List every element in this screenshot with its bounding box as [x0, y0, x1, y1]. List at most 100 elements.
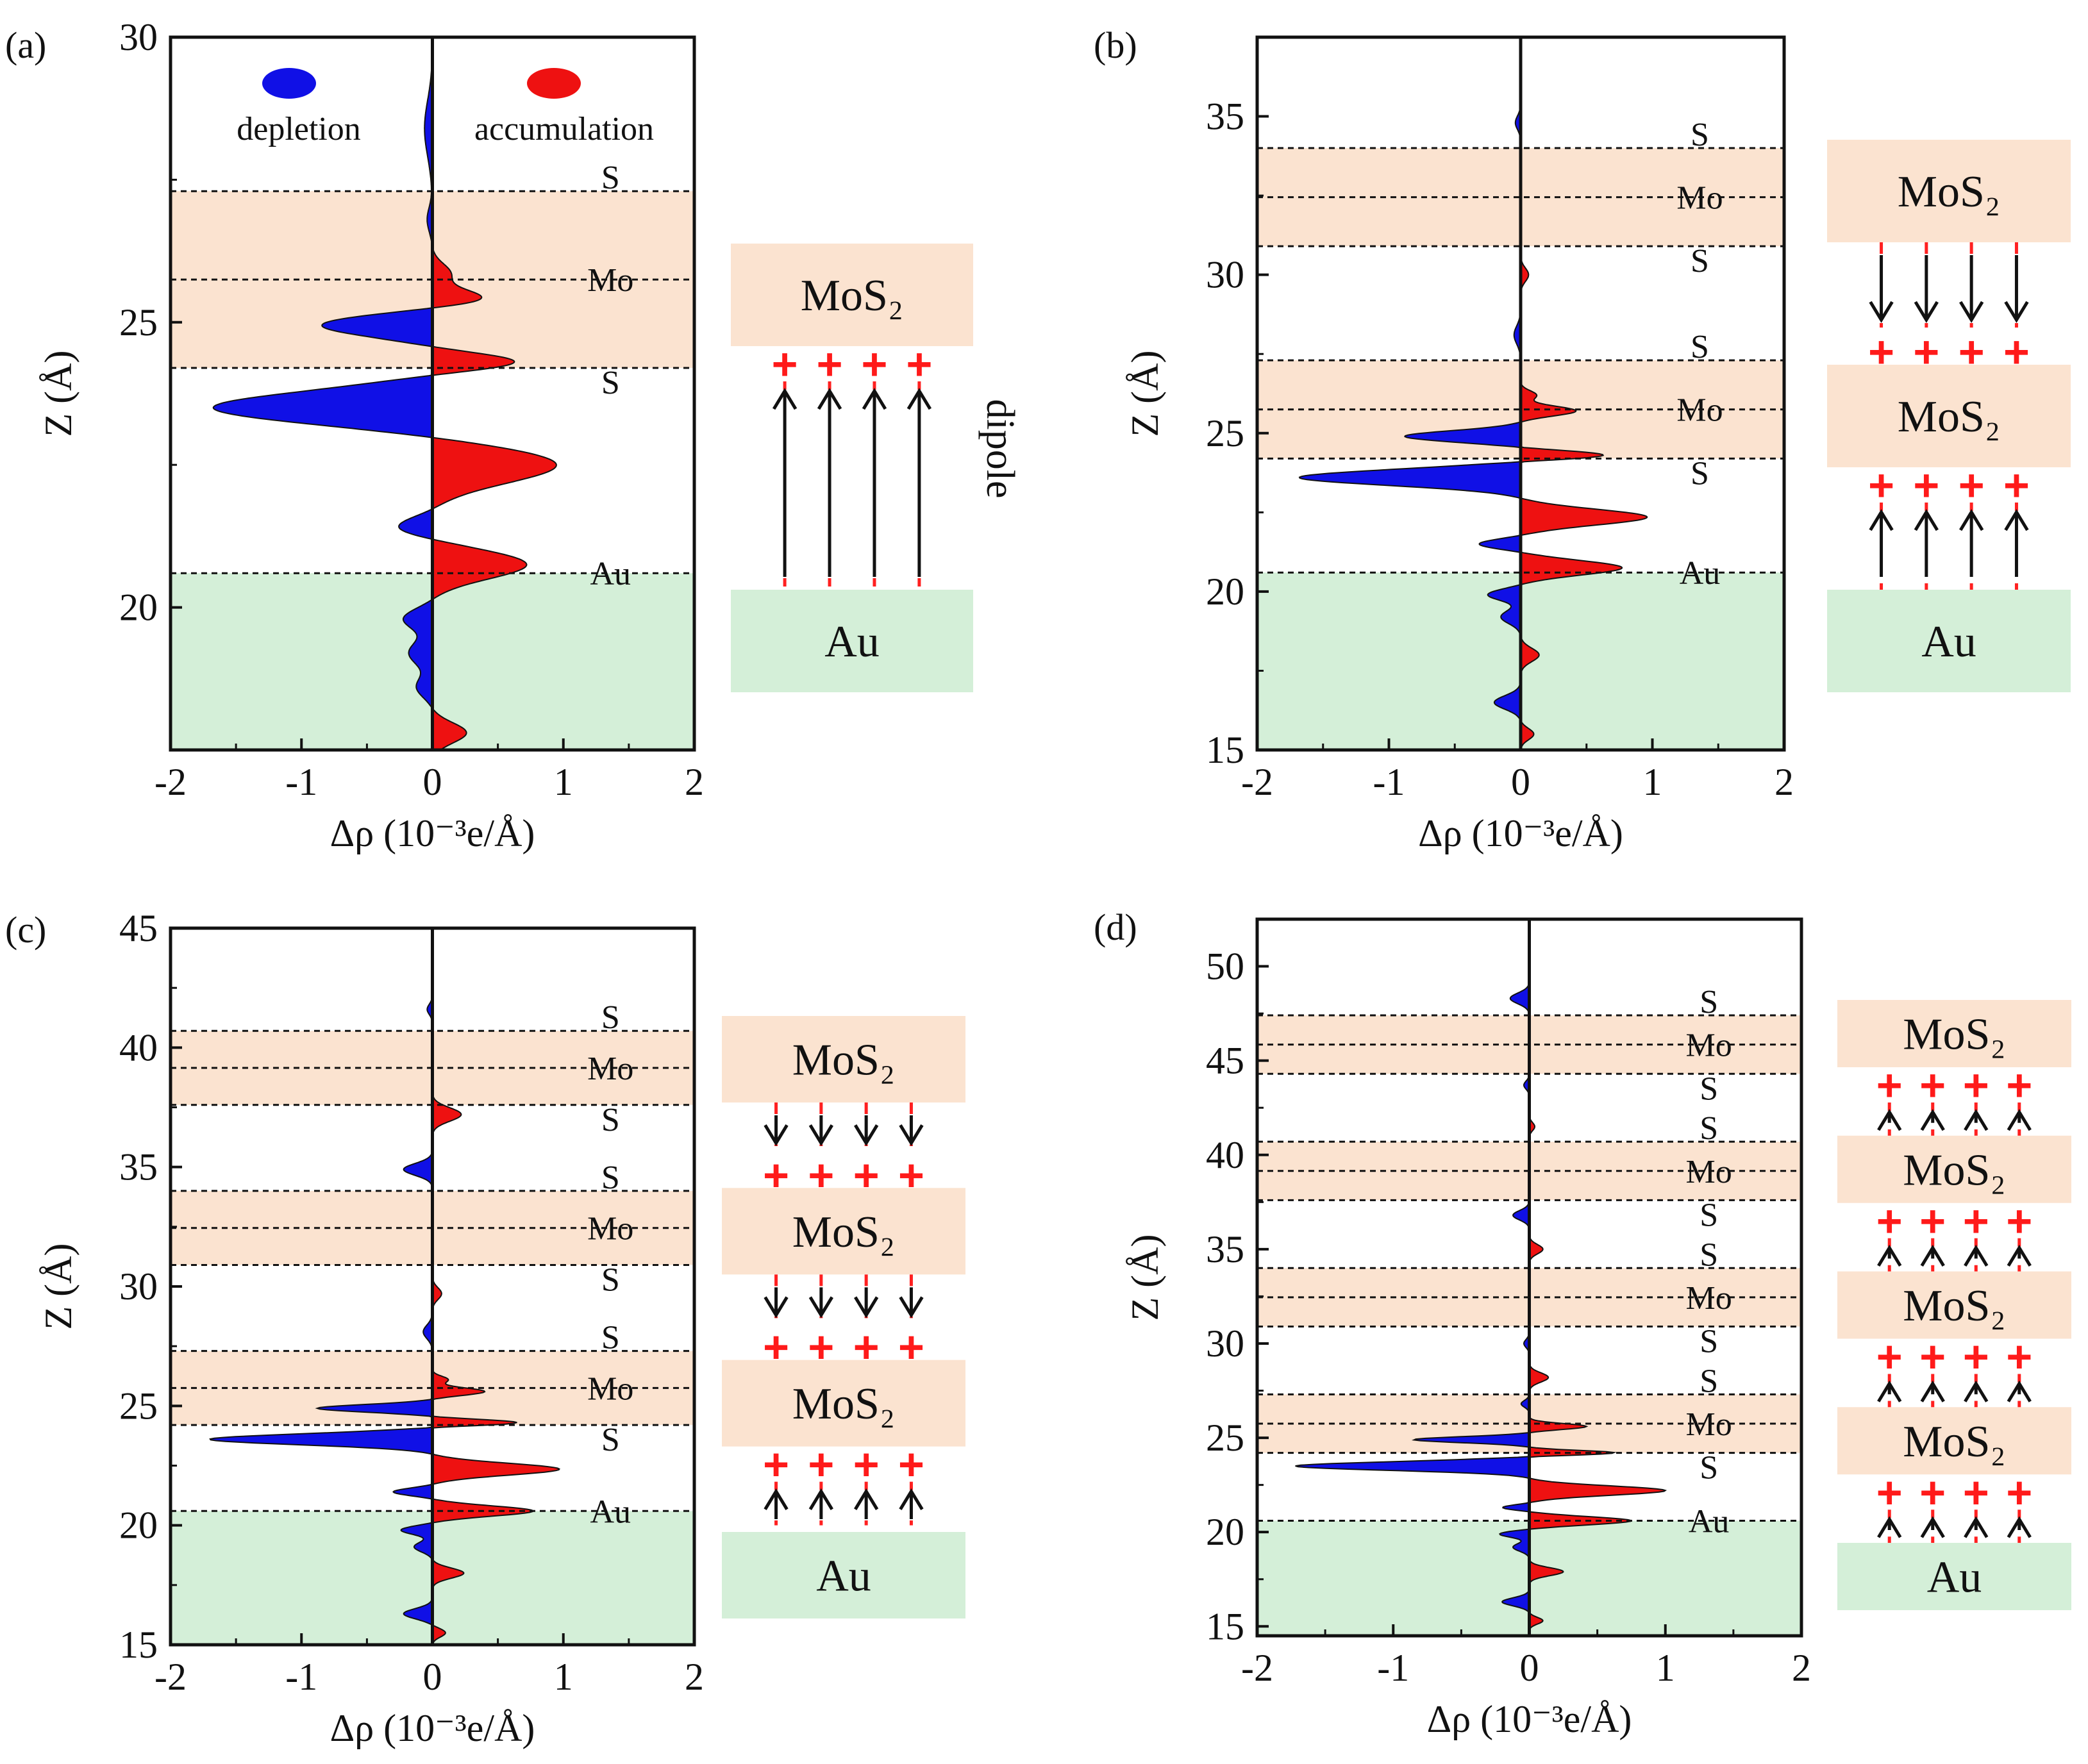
x-tick-label: 0 [423, 1656, 442, 1698]
y-tick-label: 30 [119, 16, 158, 58]
positive-charge: + [1876, 1467, 1903, 1517]
au-box-label: Au [1921, 617, 1976, 667]
positive-charge: + [898, 1322, 924, 1372]
mos2-box-label: MoS₂ [792, 1208, 896, 1257]
y-tick-label: 40 [119, 1026, 158, 1069]
positive-charge: + [2006, 1060, 2032, 1110]
atom-label-s: S [1700, 1070, 1718, 1107]
positive-charge: + [1963, 1196, 1989, 1246]
arrow-up-icon [817, 388, 842, 410]
y-axis-label: Z (Å) [1124, 1235, 1166, 1321]
legend-depletion-swatch [262, 68, 316, 99]
y-tick-label: 15 [1206, 729, 1244, 771]
dipole-label: dipole [978, 399, 1022, 499]
au-box [1837, 1543, 2071, 1610]
x-tick-label: 2 [685, 761, 704, 803]
arrow-up-icon [1959, 509, 1984, 531]
y-tick-label: 20 [119, 1504, 158, 1547]
x-tick-label: -2 [1241, 761, 1273, 803]
positive-charge: + [1959, 327, 1985, 377]
atom-label-s: S [601, 999, 620, 1036]
positive-charge: + [2006, 1332, 2032, 1382]
mos2-box [722, 1188, 965, 1275]
panel-b: S Mo S S Mo S Au -2 -1 0 1 2 15 20 25 30 35 Δρ (10⁻³e/Å) Z… [1094, 24, 2071, 854]
x-tick-label: 1 [1643, 761, 1662, 803]
atom-label-au: Au [1689, 1504, 1730, 1540]
arrow-up-icon [2007, 1109, 2032, 1131]
y-tick-label: 35 [1206, 96, 1244, 138]
atom-label-au: Au [590, 1494, 631, 1530]
arrow-up-icon [772, 388, 798, 410]
arrow-up-icon [1920, 1109, 1945, 1131]
positive-charge: + [1963, 1332, 1989, 1382]
positive-charge: + [763, 1440, 789, 1490]
arrow-up-icon [764, 1488, 789, 1510]
schematic: MoS₂ MoS₂ Au + + + + + + + + [1827, 140, 2071, 692]
au-box-label: Au [816, 1552, 871, 1601]
positive-charge: + [853, 1322, 880, 1372]
arrow-up-icon [1877, 1109, 1902, 1131]
arrow-down-icon [764, 1296, 789, 1319]
panel-a: S Mo S Au -2 -1 0 1 2 20 25 30 Δρ (10⁻³e/Å) Z (Å) (a) d… [5, 16, 1022, 854]
mos2-box-label: MoS₂ [1903, 1417, 2006, 1467]
y-axis-label: Z (Å) [37, 351, 79, 437]
arrow-up-icon [1964, 1380, 1989, 1402]
atom-label-au: Au [590, 556, 631, 592]
y-tick-label: 35 [119, 1146, 158, 1188]
atom-label-s: S [1700, 984, 1718, 1020]
atom-label-s: S [601, 1102, 620, 1138]
positive-charge: + [2006, 1196, 2032, 1246]
mos2-box-label: MoS₂ [1898, 167, 2001, 217]
positive-charge: + [1868, 460, 1894, 510]
mos2-box [722, 1016, 965, 1102]
arrow-up-icon [1877, 1380, 1902, 1402]
x-axis-label: Δρ (10⁻³e/Å) [330, 1707, 535, 1749]
x-tick-label: -1 [285, 1656, 317, 1698]
atom-label-s: S [601, 1320, 620, 1356]
panel-label: (c) [5, 909, 46, 951]
schematic: MoS₂ Au + + + + dipole [731, 244, 1022, 692]
arrow-up-icon [862, 388, 887, 410]
y-tick-label: 35 [1206, 1228, 1244, 1270]
mos2-box-label: MoS₂ [1903, 1145, 2006, 1195]
x-axis-label: Δρ (10⁻³e/Å) [1418, 812, 1623, 854]
arrow-up-icon [1877, 1244, 1902, 1267]
schematic: MoS₂ MoS₂ MoS₂ MoS₂ Au + + + + + + + + + + + + + + + + [1837, 1000, 2071, 1610]
y-tick-label: 25 [1206, 1417, 1244, 1459]
arrow-down-icon [1914, 301, 1939, 323]
positive-charge: + [1963, 1060, 1989, 1110]
atom-label-s: S [1691, 243, 1709, 279]
x-tick-label: -1 [285, 761, 317, 803]
mos2-box [1827, 140, 2071, 242]
y-tick-label: 15 [119, 1624, 158, 1666]
atom-label-s: S [1691, 329, 1709, 365]
y-tick-label: 50 [1206, 945, 1244, 988]
arrow-down-icon [808, 1124, 833, 1147]
arrow-up-icon [906, 388, 932, 410]
positive-charge: + [1913, 460, 1939, 510]
y-tick-label: 30 [1206, 1322, 1244, 1365]
x-tick-label: -1 [1377, 1647, 1409, 1689]
positive-charge: + [1919, 1060, 1946, 1110]
positive-charge: + [2006, 1467, 2032, 1517]
y-tick-label: 20 [1206, 1511, 1244, 1553]
legend-depletion-label: depletion [237, 111, 361, 147]
y-tick-label: 45 [1206, 1040, 1244, 1082]
au-box [722, 1532, 965, 1618]
arrow-up-icon [2007, 1244, 2032, 1267]
arrow-down-icon [1959, 301, 1984, 323]
atom-label-s: S [601, 365, 620, 401]
positive-charge: + [1868, 327, 1894, 377]
x-tick-label: 2 [685, 1656, 704, 1698]
mos2-box [722, 1360, 965, 1447]
atom-label-s: S [1700, 1110, 1718, 1147]
x-tick-label: 0 [1511, 761, 1530, 803]
arrow-up-icon [2004, 509, 2029, 531]
positive-charge: + [1913, 327, 1939, 377]
positive-charge: + [1919, 1196, 1946, 1246]
atom-label-mo: Mo [1676, 392, 1723, 429]
y-axis-label: Z (Å) [1124, 351, 1166, 437]
arrow-down-icon [899, 1124, 924, 1147]
mos2-box-label: MoS₂ [1903, 1010, 2006, 1060]
